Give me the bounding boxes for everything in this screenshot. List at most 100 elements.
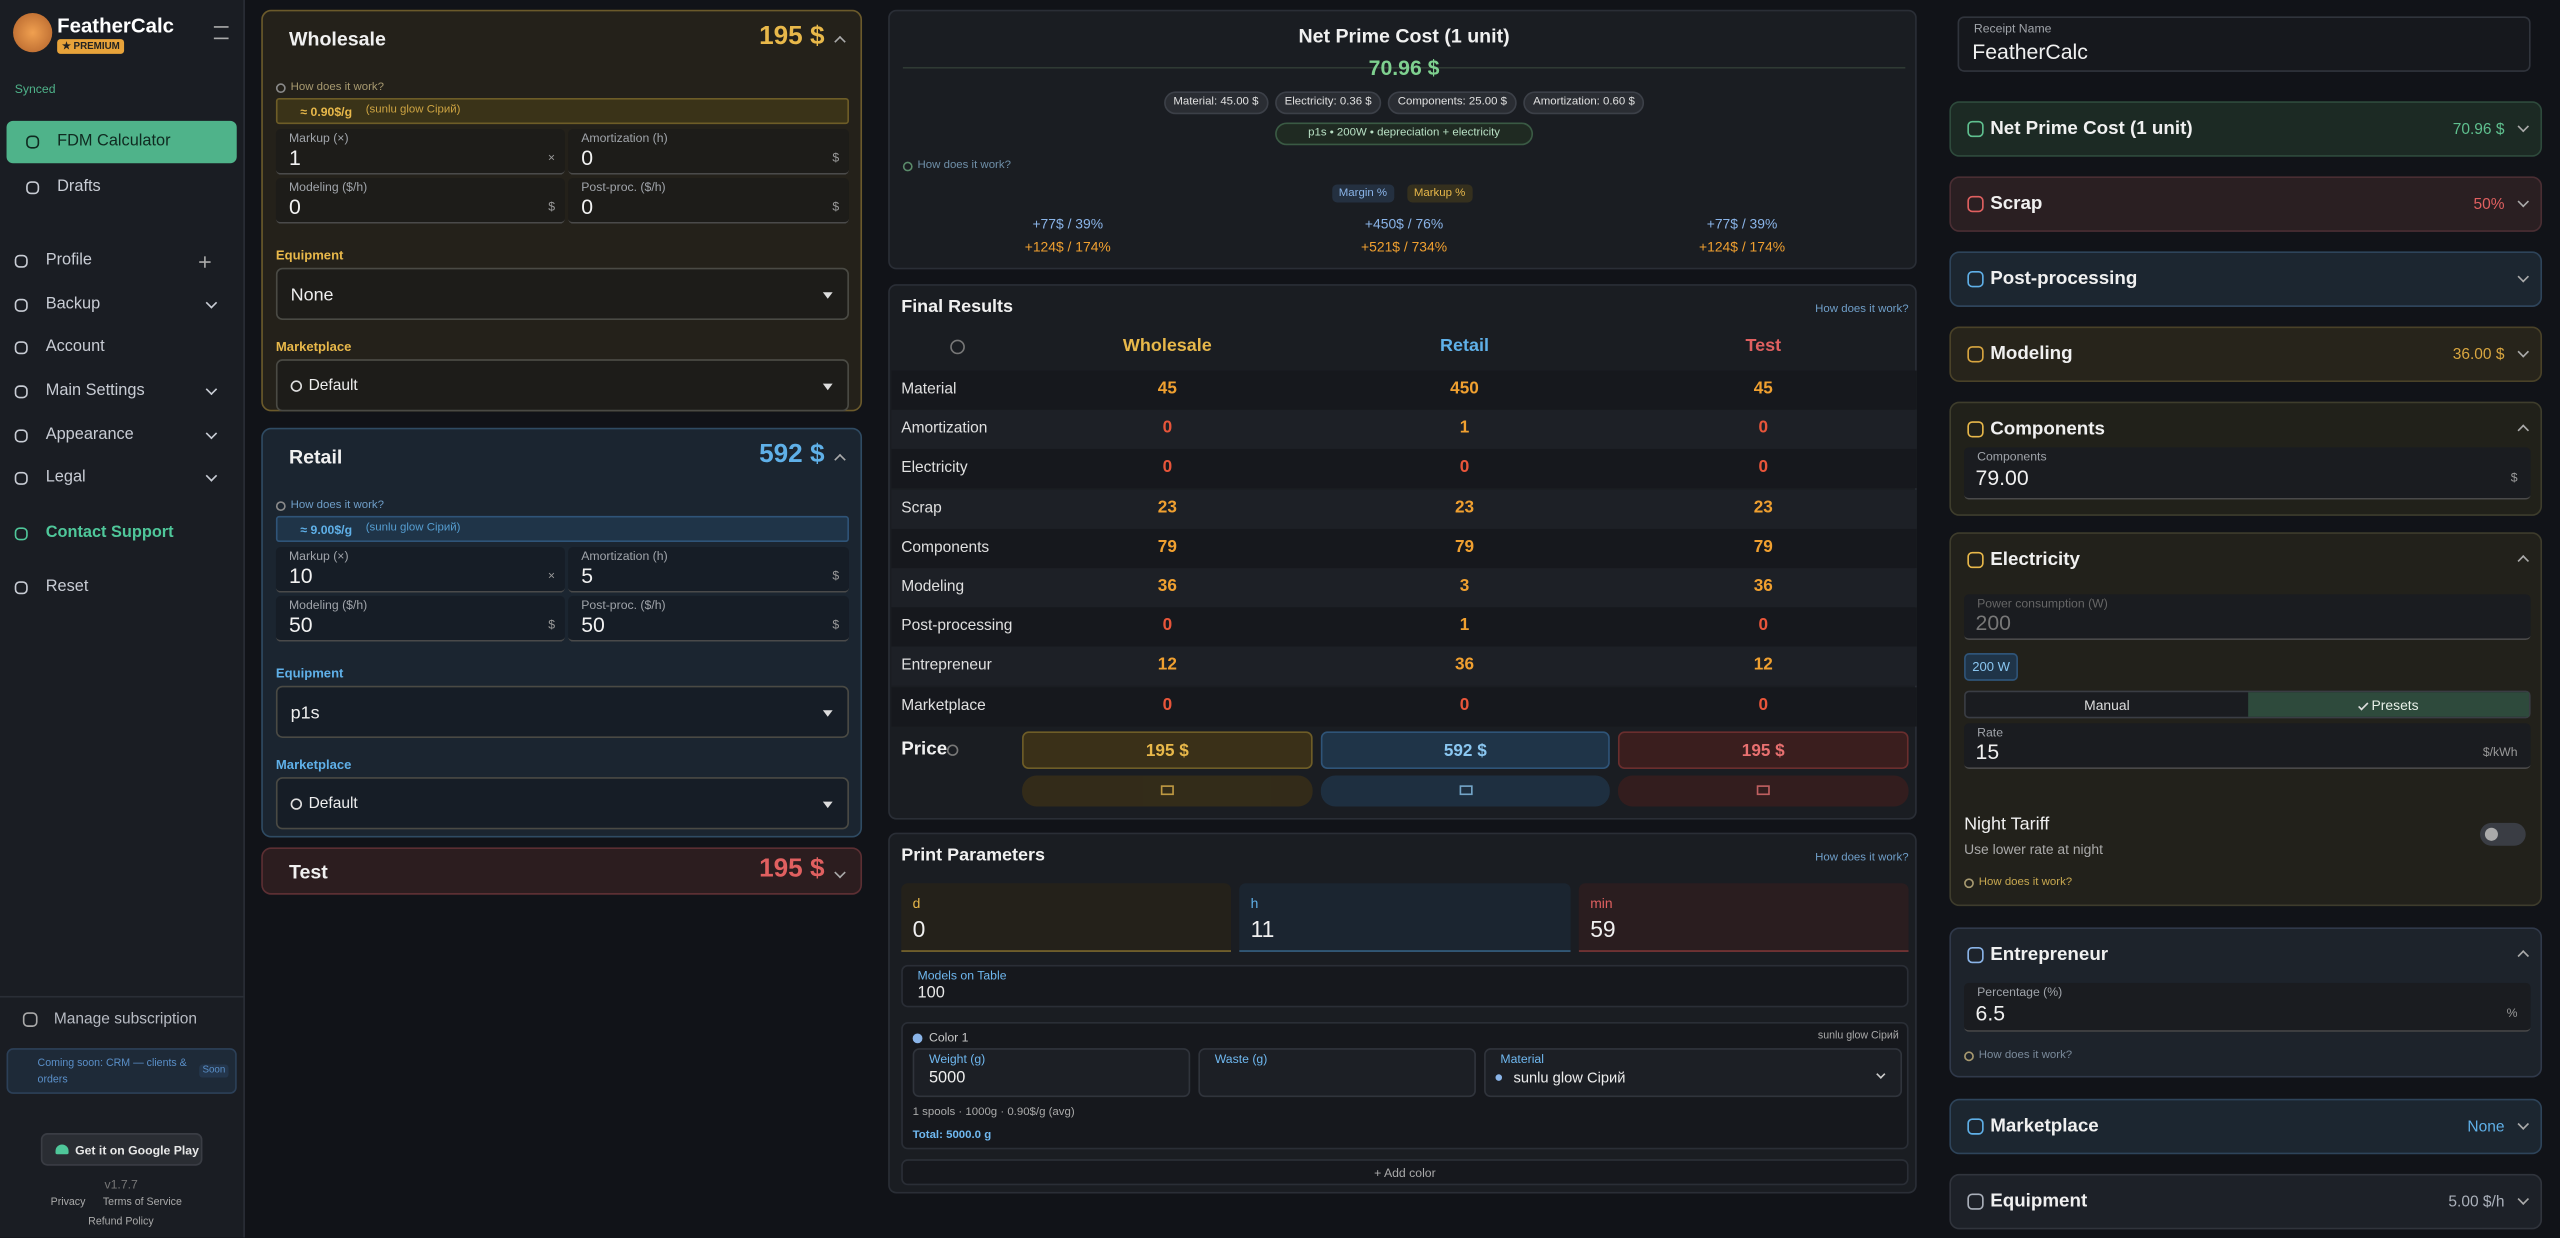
input-field[interactable]: Percentage (%) 6.5% — [1964, 982, 2531, 1032]
cost-chip: Electricity: 0.36 $ — [1274, 91, 1382, 115]
field-unit: $/kWh — [2482, 744, 2518, 760]
price-box[interactable]: 195 $ — [1022, 731, 1313, 769]
preset-chip[interactable]: 200 W — [1964, 653, 2019, 681]
settings-panel[interactable]: Entrepreneur Percentage (%) 6.5% How does i… — [1949, 927, 2543, 1078]
input-field[interactable]: Markup (×) 1 × — [275, 128, 565, 175]
how-link[interactable]: How does it work? — [290, 499, 385, 512]
marketplace-select[interactable]: Default — [275, 777, 849, 830]
input-field[interactable]: Modeling ($/h) 0 $ — [275, 177, 565, 224]
manage-subscription[interactable]: Manage subscription — [53, 1010, 198, 1029]
icon — [14, 254, 28, 268]
row-value: 23 — [1157, 497, 1177, 517]
how-link[interactable]: How does it work? — [1978, 1049, 2073, 1062]
input-field[interactable]: Components 79.00 $ — [1964, 447, 2531, 500]
how-link[interactable]: How does it work? — [1978, 876, 2073, 889]
google-play-label: Get it on Google Play — [75, 1142, 199, 1158]
nav-item[interactable]: Main Settings — [45, 382, 145, 400]
row-label: Amortization — [901, 419, 988, 438]
receipt-label: Receipt Name — [1973, 21, 2052, 36]
panel-value: 5.00 $/h — [2448, 1193, 2505, 1212]
field-label: Waste (g) — [1214, 1051, 1268, 1067]
manual-tab[interactable]: Manual — [2084, 697, 2130, 714]
panel-title: Net Prime Cost (1 unit) — [1990, 119, 2193, 139]
google-play-button[interactable]: Get it on Google Play — [40, 1133, 203, 1166]
globe-icon — [290, 380, 303, 392]
input-field[interactable]: Amortization (h) 0 $ — [568, 128, 849, 175]
how-link[interactable]: How does it work? — [1815, 852, 1909, 864]
nav-item[interactable]: Account — [45, 337, 105, 356]
settings-panel[interactable]: Modeling 36.00 $ — [1949, 326, 2543, 383]
field-label: Components — [1977, 448, 2047, 464]
settings-panel[interactable]: Net Prime Cost (1 unit) 70.96 $ — [1949, 101, 2543, 157]
time-field[interactable]: min 59 — [1578, 883, 1909, 952]
field-label: Post-proc. ($/h) — [581, 597, 666, 613]
refund-link[interactable]: Refund Policy — [88, 1216, 154, 1228]
how-link[interactable]: How does it work? — [917, 160, 1011, 172]
settings-panel[interactable]: Post-processing — [1949, 251, 2543, 307]
input-field[interactable]: Post-proc. ($/h) 50 $ — [568, 595, 849, 642]
row-value: 23 — [1454, 497, 1475, 517]
rate-field[interactable]: Rate 15 $/kWh — [1964, 723, 2531, 769]
settings-panel[interactable]: Components Components 79.00 $ — [1949, 401, 2543, 516]
input-field[interactable]: Modeling ($/h) 50 $ — [275, 595, 565, 642]
nav-item[interactable]: Profile — [45, 251, 93, 270]
how-link[interactable]: How does it work? — [1815, 303, 1909, 316]
nav-item[interactable]: Drafts — [57, 177, 101, 196]
markup-toggle[interactable]: Markup % — [1407, 184, 1472, 203]
send-button[interactable] — [1022, 775, 1313, 807]
color-field[interactable]: Waste (g) — [1198, 1048, 1476, 1098]
nav-item[interactable]: Contact Support — [45, 524, 174, 543]
night-toggle[interactable] — [2480, 822, 2526, 846]
marketplace-select[interactable]: Default — [275, 359, 849, 412]
nav-item[interactable]: FDM Calculator — [57, 132, 171, 151]
rate-material: (sunlu glow Сірий) — [365, 522, 461, 534]
receipt-field[interactable]: Receipt Name FeatherCalc — [1957, 16, 2531, 72]
version: v1.7.7 — [104, 1177, 138, 1192]
row-value: 0 — [1758, 418, 1769, 438]
panel-icon — [1967, 1193, 1984, 1210]
settings-panel[interactable]: Marketplace None — [1949, 1098, 2543, 1155]
settings-panel[interactable]: Electricity Power consumption (W) 200 200 W… — [1949, 532, 2543, 907]
color-field[interactable]: Weight (g) 5000 — [912, 1048, 1191, 1098]
equipment-select[interactable]: p1s — [275, 685, 849, 738]
input-field[interactable]: Post-proc. ($/h) 0 $ — [568, 177, 849, 224]
time-field[interactable]: h 11 — [1239, 883, 1571, 952]
color-field[interactable]: Material sunlu glow Сірий — [1484, 1048, 1903, 1098]
receipt-value: FeatherCalc — [1972, 39, 2088, 64]
price-box[interactable]: 195 $ — [1617, 731, 1909, 769]
send-button[interactable] — [1320, 775, 1610, 807]
input-field[interactable]: Amortization (h) 5 $ — [568, 546, 849, 593]
result-row — [891, 489, 1917, 529]
field-value: sunlu glow Сірий — [1513, 1069, 1626, 1086]
nav-item[interactable]: Reset — [45, 577, 89, 596]
nav-item[interactable]: Legal — [45, 468, 86, 487]
nav-item[interactable]: Appearance — [45, 426, 134, 445]
tier-title: Retail — [288, 445, 343, 469]
chevron-icon — [205, 297, 218, 309]
android-icon — [55, 1144, 69, 1155]
nav-item[interactable]: Backup — [45, 295, 101, 314]
field-value: 0 — [581, 145, 594, 170]
equipment-select[interactable]: None — [275, 267, 849, 320]
presets-tab[interactable]: Presets — [2371, 697, 2419, 714]
collapse-button[interactable] — [213, 26, 229, 40]
chevron-icon — [2517, 120, 2530, 133]
nav-active-bg[interactable] — [6, 120, 237, 164]
send-button[interactable] — [1617, 775, 1909, 807]
terms-link[interactable]: Terms of Service — [102, 1196, 182, 1209]
settings-panel[interactable]: Scrap 50% — [1949, 176, 2543, 232]
add-color-button[interactable]: + Add color — [901, 1159, 1909, 1186]
price-box[interactable]: 592 $ — [1320, 731, 1610, 769]
settings-panel[interactable]: Equipment 5.00 $/h — [1949, 1173, 2543, 1230]
icon — [14, 471, 28, 485]
presets-tab-bg — [2248, 692, 2529, 717]
models-field[interactable]: Models on Table 100 — [901, 964, 1909, 1008]
margin-toggle[interactable]: Margin % — [1332, 184, 1394, 203]
privacy-link[interactable]: Privacy — [50, 1196, 86, 1209]
how-link[interactable]: How does it work? — [290, 81, 385, 94]
row-value: 23 — [1753, 497, 1773, 517]
input-field[interactable]: Markup (×) 10 × — [275, 546, 565, 593]
tier-panel: Retail 592 $ How does it work? ≈ 9.00$/g (su… — [261, 427, 863, 838]
